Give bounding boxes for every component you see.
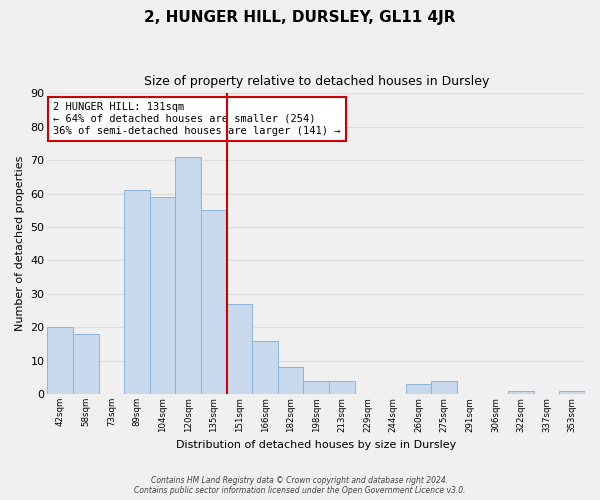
- Text: Contains HM Land Registry data © Crown copyright and database right 2024.
Contai: Contains HM Land Registry data © Crown c…: [134, 476, 466, 495]
- Bar: [150, 197, 175, 394]
- Bar: [304, 380, 329, 394]
- X-axis label: Distribution of detached houses by size in Dursley: Distribution of detached houses by size …: [176, 440, 457, 450]
- Bar: [124, 190, 150, 394]
- Bar: [559, 390, 585, 394]
- Bar: [47, 327, 73, 394]
- Y-axis label: Number of detached properties: Number of detached properties: [15, 156, 25, 332]
- Bar: [201, 210, 227, 394]
- Bar: [278, 368, 304, 394]
- Text: 2 HUNGER HILL: 131sqm
← 64% of detached houses are smaller (254)
36% of semi-det: 2 HUNGER HILL: 131sqm ← 64% of detached …: [53, 102, 340, 136]
- Bar: [431, 380, 457, 394]
- Title: Size of property relative to detached houses in Dursley: Size of property relative to detached ho…: [143, 75, 489, 88]
- Bar: [175, 157, 201, 394]
- Bar: [508, 390, 534, 394]
- Bar: [252, 340, 278, 394]
- Bar: [406, 384, 431, 394]
- Bar: [227, 304, 252, 394]
- Bar: [73, 334, 98, 394]
- Text: 2, HUNGER HILL, DURSLEY, GL11 4JR: 2, HUNGER HILL, DURSLEY, GL11 4JR: [144, 10, 456, 25]
- Bar: [329, 380, 355, 394]
